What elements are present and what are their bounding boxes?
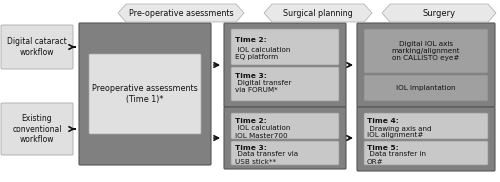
Text: Time 4:: Time 4: <box>367 118 399 124</box>
Polygon shape <box>264 4 372 22</box>
FancyBboxPatch shape <box>79 23 211 165</box>
FancyBboxPatch shape <box>224 23 346 107</box>
FancyBboxPatch shape <box>364 29 488 73</box>
Text: Time 3:: Time 3: <box>235 145 267 151</box>
FancyBboxPatch shape <box>231 113 339 139</box>
Text: Data transfer in
OR#: Data transfer in OR# <box>367 151 426 165</box>
Text: Pre-operative asessments: Pre-operative asessments <box>128 9 234 17</box>
Text: Preoperative assessments
(Time 1)*: Preoperative assessments (Time 1)* <box>92 84 198 104</box>
FancyBboxPatch shape <box>364 75 488 101</box>
FancyBboxPatch shape <box>357 107 495 171</box>
Text: Drawing axis and
IOL alignment#: Drawing axis and IOL alignment# <box>367 126 432 139</box>
Text: IOL implantation: IOL implantation <box>396 85 456 91</box>
Text: Surgical planning: Surgical planning <box>283 9 353 17</box>
Polygon shape <box>118 4 244 22</box>
Text: Digital cataract
workflow: Digital cataract workflow <box>7 37 67 57</box>
FancyBboxPatch shape <box>364 141 488 165</box>
FancyBboxPatch shape <box>231 141 339 165</box>
FancyBboxPatch shape <box>224 107 346 169</box>
Text: IOL calculation
EQ platform: IOL calculation EQ platform <box>235 46 290 60</box>
FancyBboxPatch shape <box>1 103 73 155</box>
Text: Surgery: Surgery <box>422 9 456 17</box>
Text: Time 2:: Time 2: <box>235 118 267 124</box>
Text: Data transfer via
USB stick**: Data transfer via USB stick** <box>235 151 298 165</box>
FancyBboxPatch shape <box>364 113 488 139</box>
FancyBboxPatch shape <box>231 29 339 65</box>
Text: Digital IOL axis
marking/alignment
on CALLISTO eye#: Digital IOL axis marking/alignment on CA… <box>392 41 460 61</box>
FancyBboxPatch shape <box>357 23 495 107</box>
Text: Time 3:: Time 3: <box>235 73 267 79</box>
FancyBboxPatch shape <box>1 25 73 69</box>
Text: IOL calculation
IOL Master700: IOL calculation IOL Master700 <box>235 126 290 139</box>
FancyBboxPatch shape <box>231 67 339 101</box>
Text: Existing
conventional
workflow: Existing conventional workflow <box>12 114 62 144</box>
FancyBboxPatch shape <box>89 54 201 134</box>
Text: Time 5:: Time 5: <box>367 145 399 151</box>
Text: Digital transfer
via FORUM*: Digital transfer via FORUM* <box>235 80 292 94</box>
Polygon shape <box>382 4 496 22</box>
Text: Time 2:: Time 2: <box>235 37 267 43</box>
